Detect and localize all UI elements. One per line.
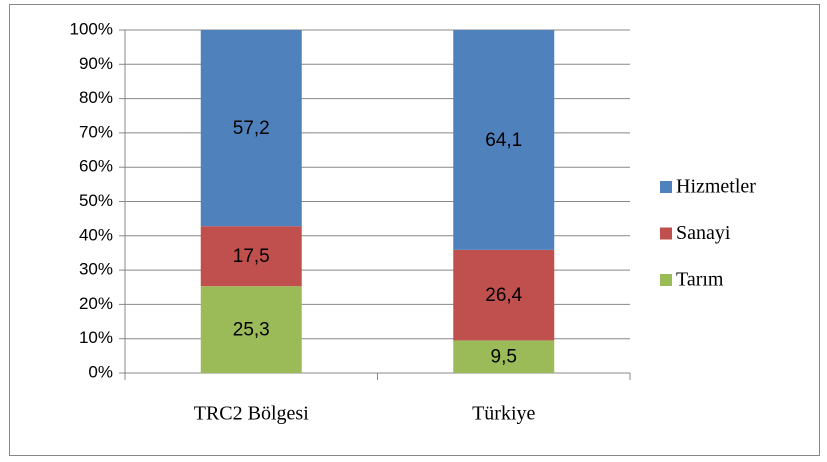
legend-label: Tarım bbox=[676, 269, 724, 291]
data-label: 17,5 bbox=[233, 246, 270, 267]
data-label: 9,5 bbox=[491, 347, 517, 368]
y-tick-label: 100% bbox=[70, 19, 113, 38]
chart-border bbox=[9, 4, 820, 456]
bar-segment bbox=[453, 30, 555, 250]
legend-label: Sanayi bbox=[676, 222, 731, 244]
bar-segment bbox=[200, 30, 302, 227]
y-tick-label: 60% bbox=[79, 157, 113, 176]
y-tick-label: 80% bbox=[79, 88, 113, 107]
y-tick-label: 90% bbox=[79, 54, 113, 73]
y-tick-label: 30% bbox=[79, 260, 113, 279]
y-tick-label: 10% bbox=[79, 328, 113, 347]
y-tick-label: 70% bbox=[79, 122, 113, 141]
x-tick-label: Türkiye bbox=[472, 403, 535, 425]
bar-segment bbox=[453, 340, 555, 373]
x-tick-label: TRC2 Bölgesi bbox=[194, 403, 309, 425]
bar-segment bbox=[200, 286, 302, 373]
legend-swatch bbox=[660, 274, 672, 286]
legend-swatch bbox=[660, 181, 672, 193]
y-tick-label: 0% bbox=[88, 362, 113, 381]
bar-segment bbox=[200, 226, 302, 287]
data-label: 25,3 bbox=[233, 320, 270, 341]
y-tick-label: 20% bbox=[79, 294, 113, 313]
data-label: 26,4 bbox=[485, 285, 522, 306]
data-label: 64,1 bbox=[485, 130, 522, 151]
data-label: 57,2 bbox=[233, 118, 270, 139]
legend-swatch bbox=[660, 227, 672, 240]
y-tick-label: 50% bbox=[79, 191, 113, 210]
legend-label: Hizmetler bbox=[676, 176, 756, 198]
y-tick-label: 40% bbox=[79, 225, 113, 244]
bar-segment bbox=[453, 249, 555, 341]
